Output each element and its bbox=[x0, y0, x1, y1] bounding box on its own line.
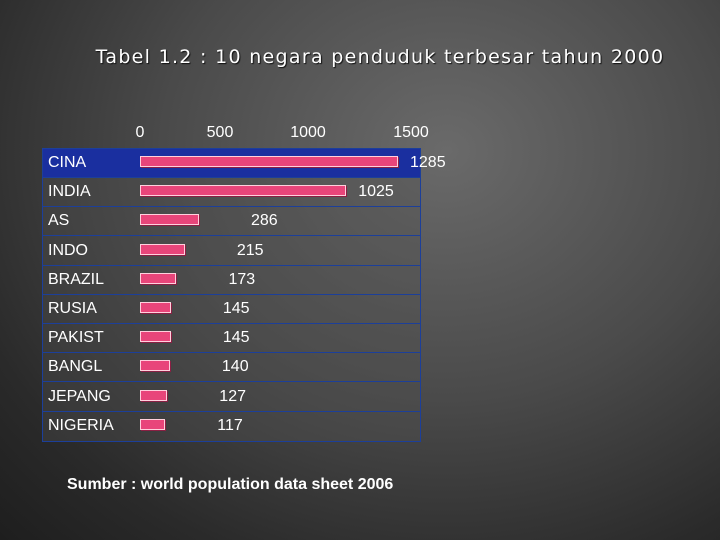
category-label: INDIA bbox=[48, 183, 91, 201]
category-label: BRAZIL bbox=[48, 270, 105, 288]
table-row: RUSIA 145 bbox=[43, 295, 420, 324]
category-label: PAKIST bbox=[48, 329, 104, 347]
data-bar bbox=[140, 185, 347, 197]
data-label: 145 bbox=[222, 329, 250, 347]
tick-label: 1500 bbox=[393, 124, 429, 141]
table-row: AS 286 bbox=[43, 207, 420, 237]
data-label: 173 bbox=[228, 270, 256, 288]
table-row: BRAZIL 173 bbox=[43, 266, 420, 295]
category-label: INDO bbox=[48, 241, 88, 259]
table-row: NIGERIA 117 bbox=[43, 412, 420, 441]
data-label: 215 bbox=[236, 241, 264, 259]
data-label: 286 bbox=[250, 212, 278, 230]
category-label: CINA bbox=[48, 154, 87, 171]
data-label: 1025 bbox=[358, 183, 394, 201]
data-bar bbox=[140, 272, 177, 284]
table-row: CINA 1285 bbox=[43, 149, 446, 178]
tick-label: 0 bbox=[135, 124, 145, 141]
category-label: BANGL bbox=[48, 358, 103, 376]
data-label: 140 bbox=[221, 358, 249, 376]
table-row: JEPANG 127 bbox=[43, 383, 420, 412]
data-bar bbox=[140, 214, 199, 226]
tick-label: 500 bbox=[206, 124, 234, 141]
data-label: 145 bbox=[222, 300, 250, 317]
tick-label: 1000 bbox=[290, 124, 326, 141]
category-label: AS bbox=[48, 212, 70, 230]
data-bar bbox=[140, 243, 185, 255]
data-label: 117 bbox=[217, 416, 243, 434]
data-bar bbox=[140, 418, 166, 430]
source-note: Sumber : world population data sheet 200… bbox=[67, 476, 394, 493]
table-row: BANGL 140 bbox=[43, 353, 420, 383]
data-bar bbox=[140, 360, 170, 372]
data-label: 1285 bbox=[410, 154, 446, 171]
category-label: NIGERIA bbox=[48, 416, 114, 434]
category-label: RUSIA bbox=[48, 300, 97, 317]
data-bar bbox=[140, 331, 171, 343]
data-bar bbox=[140, 389, 168, 401]
table-row: INDIA 1025 bbox=[43, 178, 420, 208]
data-bar bbox=[140, 302, 171, 313]
data-label: 127 bbox=[219, 387, 246, 405]
bar-chart-table: CINA 1285 INDIA 1025 AS 286 INDO 215 BRAZIL 173 RU… bbox=[42, 148, 446, 442]
data-bar bbox=[140, 156, 398, 167]
page-title: Tabel 1.2 : 10 negara penduduk terbesar … bbox=[95, 46, 665, 68]
category-label: JEPANG bbox=[48, 387, 111, 405]
table-row: PAKIST 145 bbox=[43, 324, 420, 354]
table-row: INDO 215 bbox=[43, 237, 420, 266]
